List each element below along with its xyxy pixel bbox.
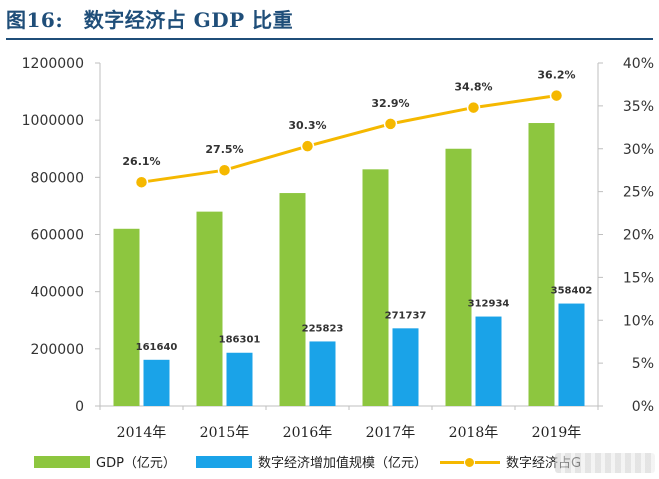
gdp-bars xyxy=(113,123,555,407)
x-tick-label: 2017年 xyxy=(366,425,416,441)
left-tick-label: 600000 xyxy=(31,228,84,244)
right-tick-label: 25% xyxy=(623,185,654,201)
left-tick-label: 400000 xyxy=(31,285,84,301)
legend-label-digital: 数字经济增加值规模（亿元） xyxy=(258,456,428,471)
legend-swatch-share xyxy=(440,456,500,468)
data-labels: 161640 186301 225823 271737 312934 358402 26.1… xyxy=(122,69,592,353)
legend-swatch-digital xyxy=(196,455,252,468)
digital-economy-value-label: 186301 xyxy=(219,335,261,346)
share-point xyxy=(383,117,398,131)
right-tick-label: 5% xyxy=(632,356,654,372)
legend-swatch-gdp xyxy=(34,455,90,468)
right-tick-label: 20% xyxy=(623,228,654,244)
share-value-label: 30.3% xyxy=(288,119,326,132)
x-tick-label: 2016年 xyxy=(283,425,333,441)
digital-economy-value-label: 161640 xyxy=(136,342,178,353)
share-point xyxy=(549,88,564,103)
digital-economy-bar xyxy=(558,303,585,406)
x-tick-label: 2014年 xyxy=(117,425,167,441)
chart-legend: GDP（亿元） 数字经济增加值规模（亿元） 数字经济占G xyxy=(0,448,600,472)
legend-item-gdp: GDP（亿元） xyxy=(34,452,176,471)
left-tick-label: 0 xyxy=(75,399,84,415)
share-point xyxy=(217,163,232,177)
digital-economy-value-label: 271737 xyxy=(385,310,427,321)
gdp-bar xyxy=(113,228,140,406)
title-divider xyxy=(6,38,653,40)
legend-item-digital: 数字经济增加值规模（亿元） xyxy=(196,452,427,471)
left-tick-label: 800000 xyxy=(31,170,84,186)
legend-label-gdp: GDP（亿元） xyxy=(96,456,176,471)
digital-economy-bar xyxy=(392,328,419,406)
watermark-overlay xyxy=(555,453,655,473)
right-tick-label: 0% xyxy=(632,399,654,415)
left-tick-label: 1000000 xyxy=(22,113,84,129)
share-line xyxy=(134,88,564,189)
digital-economy-value-label: 358402 xyxy=(551,286,593,297)
gdp-bar xyxy=(528,123,555,407)
digital-economy-bar xyxy=(143,359,170,406)
share-value-label: 26.1% xyxy=(122,155,160,168)
left-tick-label: 1200000 xyxy=(22,56,84,72)
x-tick-label: 2019年 xyxy=(532,425,582,441)
share-line-path xyxy=(141,94,557,184)
share-value-label: 34.8% xyxy=(454,81,492,94)
share-value-label: 36.2% xyxy=(537,69,575,82)
gdp-bar xyxy=(445,148,472,406)
share-value-label: 27.5% xyxy=(205,143,243,156)
chart-axes: 0 200000 400000 600000 800000 1000000 1200000 0… xyxy=(22,56,654,441)
x-tick-label: 2018年 xyxy=(449,425,499,441)
chart-plot: 0 200000 400000 600000 800000 1000000 1200000 0… xyxy=(22,56,654,441)
share-point xyxy=(134,175,149,189)
gdp-bar xyxy=(196,211,223,406)
left-tick-label: 200000 xyxy=(31,342,84,358)
digital-economy-bar xyxy=(226,352,253,406)
share-point xyxy=(300,139,315,153)
right-tick-label: 10% xyxy=(623,313,654,329)
digital-economy-bar xyxy=(309,341,336,406)
digital-economy-bars xyxy=(143,303,585,406)
digital-economy-value-label: 225823 xyxy=(302,323,344,334)
right-tick-label: 15% xyxy=(623,270,654,286)
x-tick-label: 2015年 xyxy=(200,425,250,441)
right-tick-label: 40% xyxy=(623,56,654,72)
digital-economy-value-label: 312934 xyxy=(468,299,510,310)
share-value-label: 32.9% xyxy=(371,97,409,110)
right-tick-label: 30% xyxy=(623,142,654,158)
chart-title: 图16: 数字经济占 GDP 比重 xyxy=(6,8,294,32)
gdp-bar xyxy=(362,169,389,406)
right-tick-label: 35% xyxy=(623,99,654,115)
gdp-bar xyxy=(279,193,306,406)
digital-economy-bar xyxy=(475,316,502,406)
share-point xyxy=(466,100,481,115)
